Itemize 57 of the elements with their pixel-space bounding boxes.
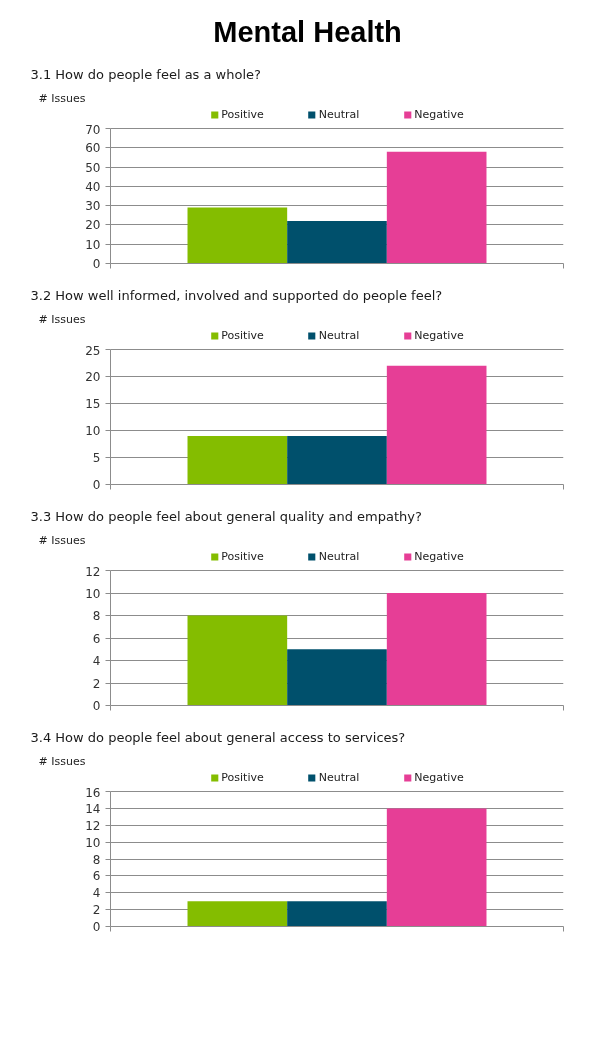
y-tick-label: 20 [85, 370, 101, 384]
chart-title: 3.2 How well informed, involved and supported do people feel? [30, 287, 443, 303]
legend-label: Negative [414, 328, 464, 342]
y-tick-label: 10 [85, 424, 101, 438]
y-tick-label: 10 [85, 835, 101, 850]
legend-label: Neutral [318, 328, 360, 342]
legend-label: Negative [414, 770, 464, 784]
legend-label: Neutral [318, 770, 360, 784]
y-tick-label: 30 [85, 199, 101, 214]
bar [187, 615, 288, 706]
legend-label: Negative [414, 107, 464, 121]
text: Mental Health [213, 15, 402, 48]
chart-title: 3.1 How do people feel as a whole? [30, 66, 261, 82]
legend-label: Neutral [318, 107, 360, 121]
y-tick-label: 25 [85, 343, 101, 358]
y-tick-label: 6 [92, 869, 101, 884]
y-tick-label: 0 [92, 257, 101, 271]
y-tick-label: 15 [85, 397, 101, 411]
y-tick-label: 12 [85, 564, 101, 579]
y-tick-label: 0 [92, 920, 101, 934]
y-tick-label: 10 [85, 586, 101, 601]
y-tick-label: 14 [85, 801, 101, 816]
y-tick-label: 8 [92, 609, 101, 623]
bar [187, 207, 288, 264]
bar [287, 221, 387, 264]
y-tick-label: 4 [92, 654, 101, 668]
y-axis-title: # Issues [38, 533, 86, 547]
y-tick-label: 2 [92, 903, 101, 918]
y-tick-label: 60 [85, 141, 101, 156]
y-tick-label: 2 [92, 676, 101, 691]
y-tick-label: 0 [92, 478, 101, 492]
y-tick-label: 50 [85, 160, 101, 175]
y-tick-label: 10 [85, 237, 101, 252]
y-tick-label: 6 [92, 631, 101, 646]
legend-label: Positive [221, 328, 264, 342]
y-tick-label: 12 [85, 818, 101, 833]
bar [287, 649, 387, 706]
y-tick-label: 5 [92, 451, 101, 465]
y-axis-title: # Issues [38, 312, 86, 326]
legend-label: Neutral [318, 549, 360, 563]
y-tick-label: 40 [85, 179, 101, 194]
y-axis-title: # Issues [38, 91, 86, 105]
legend-label: Positive [221, 770, 264, 784]
chart-title: 3.3 How do people feel about general quality and empathy? [30, 508, 422, 524]
y-tick-label: 0 [92, 699, 101, 713]
legend-label: Positive [221, 107, 264, 121]
bar [386, 151, 487, 264]
legend-label: Positive [221, 549, 264, 563]
y-tick-label: 16 [85, 785, 101, 800]
y-tick-label: 8 [92, 852, 101, 867]
y-tick-label: 20 [85, 218, 101, 233]
bar [386, 593, 487, 706]
y-tick-label: 4 [92, 886, 101, 901]
legend-label: Negative [414, 549, 464, 563]
chart-title: 3.4 How do people feel about general access to services? [30, 729, 406, 745]
y-tick-label: 70 [85, 122, 101, 137]
y-axis-title: # Issues [38, 754, 86, 768]
